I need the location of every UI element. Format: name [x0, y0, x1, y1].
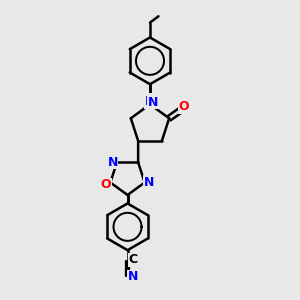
Text: N: N — [128, 270, 138, 283]
Text: C: C — [128, 253, 137, 266]
Text: O: O — [179, 100, 189, 113]
Text: O: O — [101, 178, 111, 191]
Text: N: N — [144, 176, 154, 189]
Text: N: N — [107, 156, 118, 169]
Text: N: N — [148, 96, 158, 109]
Text: N: N — [145, 95, 155, 108]
